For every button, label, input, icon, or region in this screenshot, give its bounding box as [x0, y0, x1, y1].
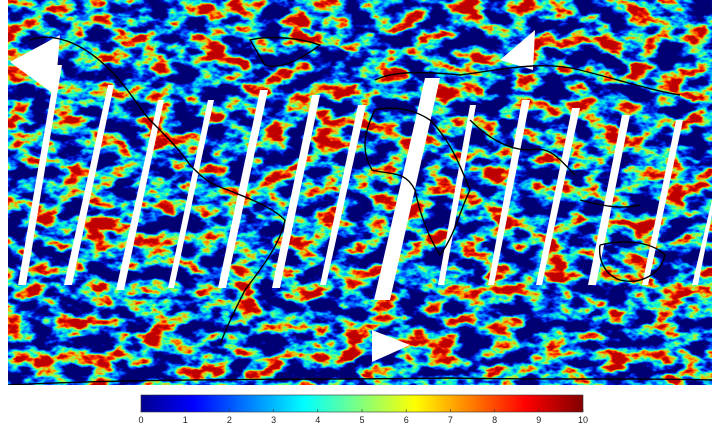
page: 012345678910 (() => { const data = JSON.…: [0, 0, 712, 425]
colorbar-tick-label: 8: [492, 415, 497, 425]
colorbar-tick-label: 5: [359, 415, 364, 425]
figure: 0 1 2 3 4 5 6 7 8 9 10: [0, 0, 712, 425]
field: [8, 0, 712, 385]
colorbar-tick-label: 6: [404, 415, 409, 425]
colorbar: 0 1 2 3 4 5 6 7 8 9 10: [138, 395, 588, 425]
colorbar-tick-label: 9: [536, 415, 541, 425]
colorbar-tick-label: 3: [271, 415, 276, 425]
colorbar-tick-label: 4: [315, 415, 320, 425]
map: [8, 0, 712, 385]
colorbar-tick-label: 10: [578, 415, 588, 425]
colorbar-tick-label: 7: [448, 415, 453, 425]
colorbar-tick-label: 1: [183, 415, 188, 425]
colorbar-tick-label: 0: [138, 415, 143, 425]
colorbar-tick-label: 2: [227, 415, 232, 425]
